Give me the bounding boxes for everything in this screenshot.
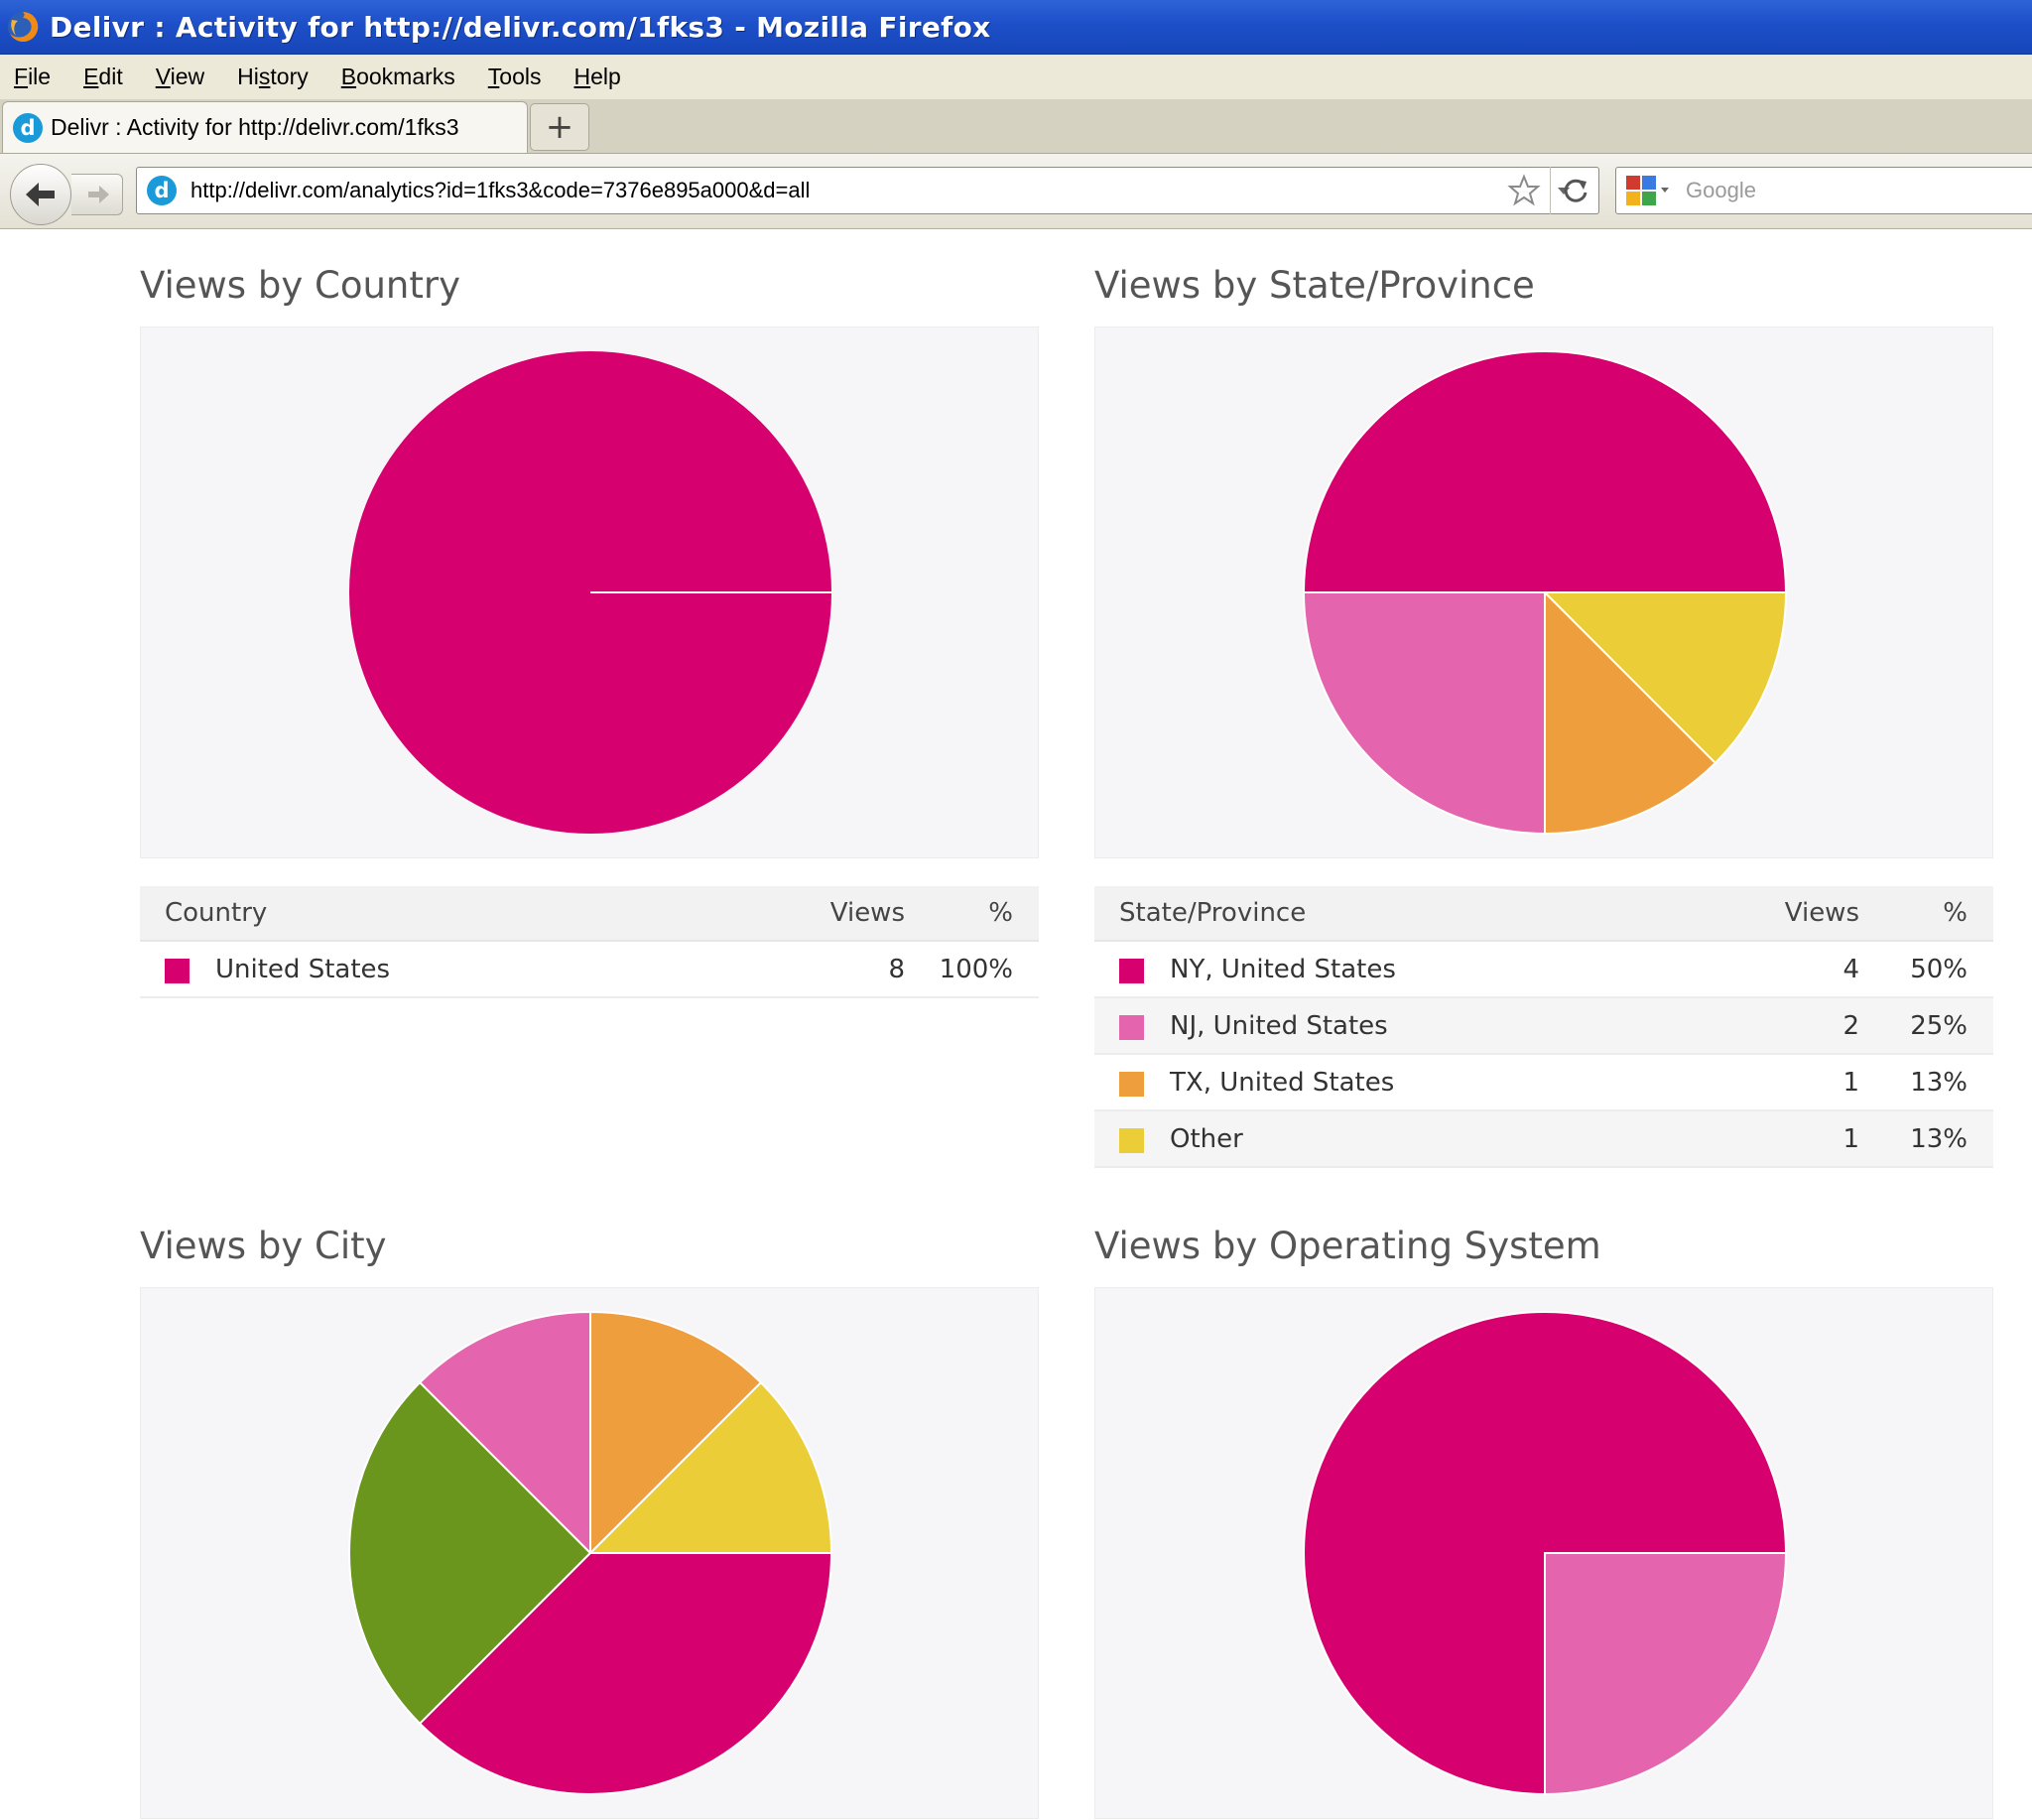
table-row: Other 1 13%: [1094, 1111, 1993, 1168]
table-row: United States 8 100%: [140, 942, 1039, 998]
table-row: TX, United States 1 13%: [1094, 1055, 1993, 1111]
reload-icon: [1564, 179, 1588, 202]
search-placeholder: Google: [1686, 178, 1756, 202]
delivr-favicon-icon: d: [13, 112, 43, 143]
percent-column-header[interactable]: %: [988, 898, 1013, 928]
pie-slice[interactable]: [1303, 350, 1787, 593]
pie-slice[interactable]: [1544, 591, 1716, 835]
pie-slice[interactable]: [589, 1311, 762, 1554]
table-row: NY, United States 4 50%: [1094, 942, 1993, 998]
back-arrow-icon: [26, 183, 55, 206]
row-views: 1: [1842, 1123, 1859, 1154]
row-percent: 25%: [1910, 1010, 1968, 1041]
row-name: United States: [215, 954, 391, 984]
row-percent: 13%: [1910, 1123, 1968, 1154]
back-button[interactable]: [10, 164, 71, 225]
pie-slice[interactable]: [1544, 591, 1787, 764]
row-percent: 50%: [1910, 954, 1968, 984]
menu-bookmarks[interactable]: Bookmarks: [340, 64, 455, 89]
window-title: Delivr : Activity for http://delivr.com/…: [50, 10, 991, 44]
views-column-header[interactable]: Views: [1784, 898, 1859, 928]
row-name: NY, United States: [1170, 954, 1396, 984]
search-bar[interactable]: Google: [1615, 167, 2032, 214]
forward-button[interactable]: [71, 174, 123, 215]
row-views: 2: [1842, 1010, 1859, 1041]
city-pie-chart: [348, 1311, 832, 1795]
os-pie-chart: [1303, 1311, 1787, 1795]
google-search-engine-icon[interactable]: [1624, 174, 1672, 207]
row-name: Other: [1170, 1123, 1243, 1154]
country-panel-title: Views by Country: [140, 264, 460, 307]
navigation-toolbar: d http://delivr.com/analytics?id=1fks3&c…: [0, 154, 2032, 229]
row-name: TX, United States: [1170, 1067, 1395, 1098]
city-chart-area: [140, 1287, 1039, 1819]
city-panel-title: Views by City: [140, 1225, 387, 1267]
row-views: 8: [888, 954, 905, 984]
views-column-header[interactable]: Views: [829, 898, 905, 928]
state-table: State/Province Views % NY, United States…: [1094, 886, 1993, 1168]
os-panel-title: Views by Operating System: [1094, 1225, 1601, 1267]
pie-slice[interactable]: [419, 1311, 591, 1554]
new-tab-button[interactable]: +: [530, 103, 589, 151]
legend-swatch: [1119, 1072, 1144, 1097]
legend-swatch: [1119, 959, 1144, 983]
os-chart-area: [1094, 1287, 1993, 1819]
menu-tools[interactable]: Tools: [487, 64, 542, 89]
menu-help[interactable]: Help: [573, 64, 621, 89]
state-panel-title: Views by State/Province: [1094, 264, 1535, 307]
menu-view[interactable]: View: [155, 64, 205, 89]
table-row: NJ, United States 2 25%: [1094, 998, 1993, 1055]
percent-column-header[interactable]: %: [1943, 898, 1968, 928]
legend-swatch: [1119, 1128, 1144, 1153]
state-chart-area: [1094, 326, 1993, 858]
window-titlebar: Delivr : Activity for http://delivr.com/…: [0, 0, 2032, 55]
menu-bar: File Edit View History Bookmarks Tools H…: [0, 55, 2032, 99]
tab-label: Delivr : Activity for http://delivr.com/…: [51, 114, 459, 140]
country-pie-chart: [349, 351, 831, 834]
row-views: 1: [1842, 1067, 1859, 1098]
tab-delivr-activity[interactable]: d Delivr : Activity for http://delivr.co…: [2, 101, 528, 153]
menu-history[interactable]: History: [237, 64, 309, 89]
firefox-icon: [8, 11, 39, 42]
country-table-header: Country Views %: [140, 886, 1039, 942]
pie-slice[interactable]: [1544, 1552, 1787, 1795]
url-text: http://delivr.com/analytics?id=1fks3&cod…: [190, 178, 811, 202]
state-table-header: State/Province Views %: [1094, 886, 1993, 942]
menu-edit[interactable]: Edit: [83, 64, 123, 89]
row-percent: 13%: [1910, 1067, 1968, 1098]
row-name: NJ, United States: [1170, 1010, 1388, 1041]
country-table: Country Views % United States 8 100%: [140, 886, 1039, 998]
row-percent: 100%: [939, 954, 1013, 984]
forward-arrow-icon: [87, 186, 109, 203]
state-column-header[interactable]: State/Province: [1119, 898, 1307, 928]
pie-slice[interactable]: [1303, 591, 1546, 835]
site-identity-icon[interactable]: d: [147, 176, 177, 205]
state-pie-chart: [1303, 350, 1787, 835]
reload-button[interactable]: [1550, 167, 1600, 214]
country-chart-area: [140, 326, 1039, 858]
pie-slice-group: [349, 351, 831, 834]
url-bar[interactable]: d http://delivr.com/analytics?id=1fks3&c…: [136, 167, 1599, 214]
tab-bar: d Delivr : Activity for http://delivr.co…: [0, 99, 2032, 154]
legend-swatch: [165, 959, 190, 983]
menu-file[interactable]: File: [14, 64, 52, 89]
country-column-header[interactable]: Country: [165, 898, 268, 928]
legend-swatch: [1119, 1015, 1144, 1040]
row-views: 4: [1842, 954, 1859, 984]
bookmark-star-icon[interactable]: [1507, 174, 1541, 207]
